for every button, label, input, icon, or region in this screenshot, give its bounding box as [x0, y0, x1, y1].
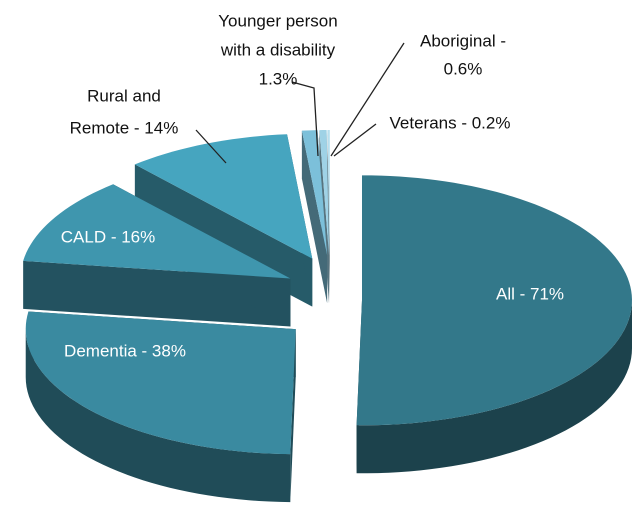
slice-top: [327, 130, 330, 256]
leader-line: [291, 81, 319, 157]
leader-lines: [195, 42, 405, 164]
slice-top: [319, 130, 329, 256]
data-label: with a disability: [220, 40, 336, 59]
leader-line: [195, 129, 227, 164]
data-label: Aboriginal -: [420, 31, 506, 50]
slice: [25, 311, 296, 503]
labels: All - 71% Dementia - 38% CALD - 16% Rural a…: [61, 11, 564, 360]
data-label: 1.3%: [259, 69, 298, 88]
slice-side: [301, 130, 328, 304]
data-label: 0.6%: [444, 59, 483, 78]
slice: [356, 175, 632, 474]
slice-side: [327, 130, 330, 304]
leader-line: [330, 42, 405, 157]
slice-top: [134, 134, 313, 259]
data-label: Rural and: [87, 86, 161, 105]
slice: [301, 130, 328, 304]
data-label: All - 71%: [496, 284, 564, 303]
slice-top: [25, 311, 296, 455]
slice: [327, 130, 330, 304]
slice-wall: [25, 329, 291, 503]
slice-top: [301, 130, 328, 256]
data-label: Dementia - 38%: [64, 341, 186, 360]
data-label: Remote - 14%: [70, 118, 179, 137]
slice-top: [356, 175, 632, 426]
leader-line: [333, 123, 377, 157]
data-label: Veterans - 0.2%: [390, 113, 511, 132]
data-label: Younger person: [218, 11, 337, 30]
slice: [23, 184, 291, 327]
pie: [23, 130, 632, 503]
slice-wall: [356, 300, 632, 474]
data-label: CALD - 16%: [61, 227, 155, 246]
slice-top: [23, 184, 291, 279]
